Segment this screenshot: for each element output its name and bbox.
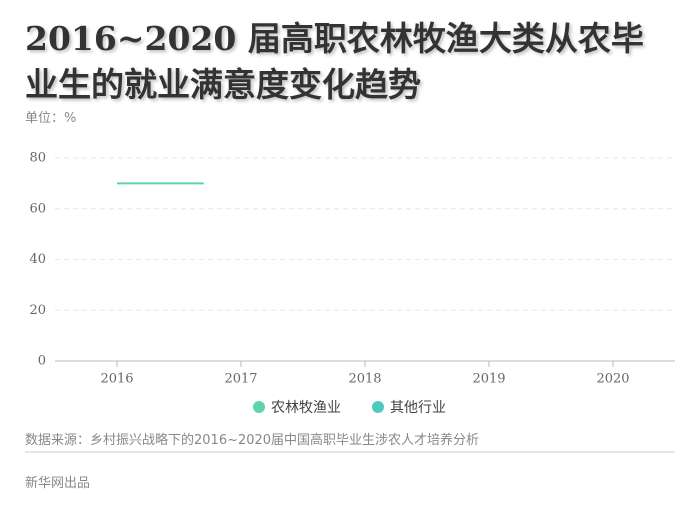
y-tick-label: 60 (29, 201, 46, 216)
legend-label: 农林牧渔业 (271, 400, 341, 416)
y-tick-label: 20 (29, 303, 46, 318)
x-tick-label: 2017 (224, 372, 257, 387)
y-tick-label: 40 (29, 252, 46, 267)
x-tick-label: 2019 (472, 372, 505, 387)
x-tick-label: 2016 (100, 372, 133, 387)
footer: 新华网出品 (25, 476, 91, 491)
legend-marker (253, 401, 265, 413)
legend-label: 其他行业 (390, 400, 446, 416)
x-tick-label: 2020 (596, 372, 629, 387)
source: 数据来源：乡村振兴战略下的2016~2020届中国高职毕业生涉农人才培养分析 (25, 433, 480, 448)
legend-marker (372, 401, 384, 413)
y-tick-label: 0 (38, 354, 46, 369)
unit: 单位：% (25, 111, 77, 126)
title: 2016~2020 届高职农林牧渔大类从农毕业生的就业满意度变化趋势 (25, 19, 644, 104)
y-tick-label: 80 (29, 151, 46, 166)
x-tick-label: 2018 (348, 372, 381, 387)
